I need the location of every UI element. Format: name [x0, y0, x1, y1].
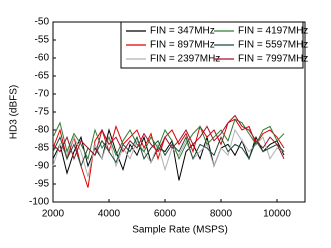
- y-tick-label: -75: [35, 107, 50, 118]
- y-tick-label: -80: [35, 125, 50, 136]
- legend-label: FIN = 4197MHz: [238, 26, 308, 37]
- legend-label: FIN = 347MHz: [150, 26, 215, 37]
- x-tick-label: 4000: [98, 209, 121, 220]
- series-line: [52, 118, 285, 188]
- x-axis-title: Sample Rate (MSPS): [132, 225, 228, 236]
- y-tick-label: -90: [35, 161, 50, 172]
- y-tick-label: -55: [35, 35, 50, 46]
- y-tick-label: -50: [35, 17, 50, 28]
- legend-label: FIN = 7997MHz: [238, 54, 308, 65]
- y-axis-title: HD3 (dBFS): [9, 85, 20, 139]
- y-tick-label: -95: [35, 179, 50, 190]
- series-line: [52, 128, 285, 181]
- y-tick-label: -85: [35, 143, 50, 154]
- chart: Sample Rate (MSPS) HD3 (dBFS) -100 -95 -90…: [9, 17, 309, 236]
- y-tick-label: -100: [29, 197, 49, 208]
- x-tick-label: 8000: [210, 209, 233, 220]
- x-tick-label: 10000: [263, 209, 291, 220]
- x-tick-label: 6000: [154, 209, 177, 220]
- y-tick-label: -60: [35, 53, 50, 64]
- x-tick-label: 2000: [42, 209, 65, 220]
- series-line: [52, 114, 285, 161]
- series-line: [52, 118, 285, 161]
- legend-label: FIN = 5597MHz: [238, 40, 308, 51]
- legend-label: FIN = 897MHz: [150, 40, 215, 51]
- series-line: [52, 128, 285, 177]
- legend-box: [120, 21, 304, 69]
- y-tick-label: -70: [35, 89, 50, 100]
- legend-label: FIN = 2397MHz: [150, 54, 220, 65]
- y-tick-label: -65: [35, 71, 50, 82]
